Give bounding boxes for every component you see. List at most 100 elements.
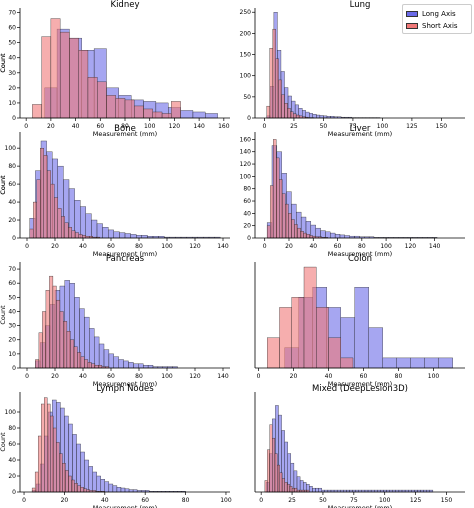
x-tick-label: 80: [121, 123, 129, 130]
x-tick-label: 80: [182, 497, 190, 504]
x-tick-label: 20: [51, 243, 59, 250]
y-tick-label: 100: [5, 409, 17, 416]
y-tick-label: 0: [12, 365, 16, 372]
bar-long-axis: [88, 466, 93, 493]
bar-short-axis: [91, 363, 96, 369]
bar-long-axis: [180, 110, 194, 119]
bar-long-axis: [354, 287, 369, 369]
bar-short-axis: [65, 470, 69, 493]
bar-long-axis: [104, 481, 110, 493]
x-tick-label: 40: [101, 497, 109, 504]
y-tick-label: 40: [8, 308, 16, 315]
bar-short-axis: [47, 403, 51, 493]
bar-long-axis: [339, 234, 346, 239]
bar-long-axis: [124, 233, 131, 239]
bar-long-axis: [119, 232, 126, 239]
bar-short-axis: [54, 197, 58, 239]
y-tick-label: 160: [240, 136, 252, 143]
bar-long-axis: [410, 357, 425, 369]
chart-panel-0: Kidney 0 20 40 60 80 100 120 140 160 0 10 20 30 40 50 60…: [0, 0, 230, 138]
bar-short-axis: [32, 104, 42, 119]
bar-long-axis: [84, 459, 89, 493]
bar-long-axis: [118, 359, 124, 369]
x-tick-label: 60: [96, 123, 104, 130]
y-axis-label: Count: [0, 305, 7, 325]
chart-title: Lung: [350, 0, 371, 10]
y-tick-label: 60: [8, 25, 16, 32]
chart-title: Bone: [114, 124, 136, 134]
bar-short-axis: [56, 442, 60, 493]
chart-panel-7: Mixed (DeepLesion3D) 0 25 50 75 100 125 150 Meas…: [254, 384, 465, 508]
bar-short-axis: [77, 485, 81, 493]
bar-short-axis: [272, 28, 276, 119]
bar-long-axis: [325, 231, 331, 239]
legend-item-short-axis: Short Axis: [406, 20, 468, 32]
bar-long-axis: [116, 487, 122, 493]
x-tick-label: 100: [428, 373, 440, 380]
bar-short-axis: [161, 113, 172, 119]
bar-short-axis: [267, 449, 270, 493]
bar-long-axis: [205, 113, 218, 119]
bar-long-axis: [315, 227, 321, 239]
y-tick-label: 50: [8, 40, 16, 47]
x-axis-label: Measurement (mm): [328, 130, 392, 138]
bar-short-axis: [288, 213, 292, 239]
bar-short-axis: [34, 471, 39, 493]
y-tick-label: 0: [12, 235, 16, 242]
bar-short-axis: [291, 219, 295, 239]
bar-long-axis: [330, 232, 336, 239]
x-tick-label: 0: [257, 373, 261, 380]
bar-short-axis: [281, 94, 285, 119]
bar-short-axis: [269, 48, 273, 119]
x-tick-label: 20: [51, 373, 59, 380]
y-tick-label: 60: [8, 280, 16, 287]
bar-short-axis: [74, 483, 78, 493]
x-tick-label: 60: [141, 497, 149, 504]
legend-label-long-axis: Long Axis: [422, 10, 456, 18]
bar-short-axis: [47, 170, 51, 239]
x-tick-label: 0: [25, 373, 29, 380]
x-tick-label: 20: [47, 123, 55, 130]
x-tick-label: 60: [360, 373, 368, 380]
bar-short-axis: [293, 113, 297, 119]
bar-short-axis: [272, 437, 275, 493]
bar-short-axis: [49, 275, 54, 369]
bar-long-axis: [138, 363, 144, 369]
bar-short-axis: [264, 480, 268, 493]
bar-long-axis: [136, 235, 142, 239]
y-tick-label: 20: [8, 217, 16, 224]
x-tick-label: 40: [79, 373, 87, 380]
bar-short-axis: [50, 18, 61, 119]
bar-long-axis: [94, 336, 100, 369]
bar-short-axis: [82, 235, 86, 239]
bar-short-axis: [269, 185, 274, 239]
bar-long-axis: [192, 111, 206, 119]
chart-panel-3: Liver 0 20 40 60 80 100 120 140 0 20 40 60 80 100 120 14…: [0, 124, 465, 258]
bar-short-axis: [78, 234, 83, 239]
bar-short-axis: [87, 362, 92, 369]
bar-short-axis: [57, 208, 62, 239]
chart-panel-6: Lymph Nodes 0 20 40 60 80 100 0 20 40 60 80 100 Measu…: [0, 384, 232, 508]
x-tick-label: 100: [161, 373, 173, 380]
bar-long-axis: [108, 353, 114, 369]
y-axis-label: Count: [0, 53, 7, 73]
bar-short-axis: [286, 484, 290, 493]
bar-short-axis: [59, 311, 64, 369]
bar-long-axis: [96, 223, 103, 239]
bar-short-axis: [266, 105, 270, 119]
bar-short-axis: [106, 95, 116, 119]
bar-short-axis: [291, 487, 295, 493]
bar-short-axis: [62, 463, 66, 493]
y-tick-label: 10: [8, 100, 16, 107]
bar-long-axis: [382, 357, 397, 369]
bar-short-axis: [41, 403, 45, 493]
bar-short-axis: [267, 337, 280, 369]
bar-short-axis: [50, 415, 54, 493]
y-tick-label: 150: [240, 52, 252, 59]
y-tick-label: 200: [240, 30, 252, 37]
bar-long-axis: [120, 487, 126, 493]
y-tick-label: 80: [8, 425, 16, 432]
